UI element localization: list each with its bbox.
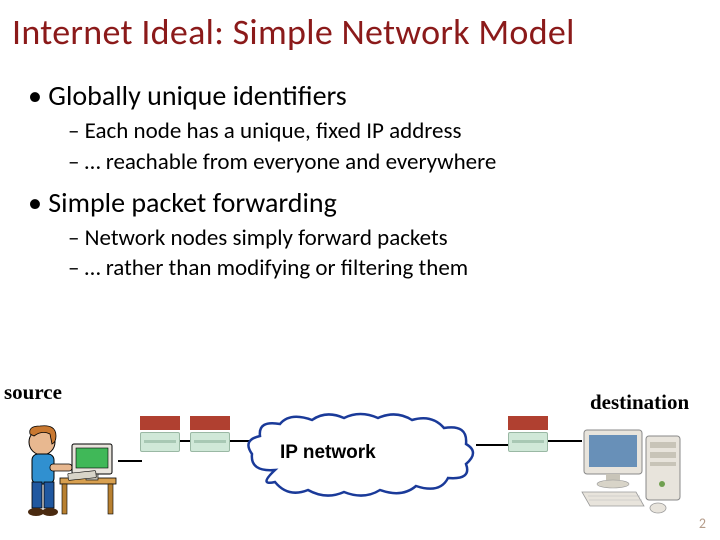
bullet-l1: Globally unique identifiers xyxy=(48,78,696,113)
content-body: Globally unique identifiers Each node ha… xyxy=(0,62,720,283)
page-number: 2 xyxy=(699,515,706,532)
router-icon xyxy=(140,416,180,454)
network-diagram: source destination xyxy=(0,380,720,530)
bullet-l2: … reachable from everyone and everywhere xyxy=(88,148,696,177)
slide-title: Internet Ideal: Simple Network Model xyxy=(0,0,720,62)
bullet-l2: Each node has a unique, fixed IP address xyxy=(88,117,696,146)
cloud-label: IP network xyxy=(280,442,376,464)
router-icon xyxy=(508,416,548,454)
destination-label: destination xyxy=(590,390,689,415)
link-line xyxy=(476,444,510,446)
bullet-l1: Simple packet forwarding xyxy=(48,185,696,220)
source-label: source xyxy=(4,380,62,405)
link-line xyxy=(118,460,142,462)
link-line xyxy=(548,440,582,442)
source-user-icon xyxy=(10,420,120,520)
bullet-l2: … rather than modifying or filtering the… xyxy=(88,254,696,283)
destination-pc-icon xyxy=(580,426,690,516)
router-icon xyxy=(190,416,230,454)
bullet-l2: Network nodes simply forward packets xyxy=(88,224,696,253)
